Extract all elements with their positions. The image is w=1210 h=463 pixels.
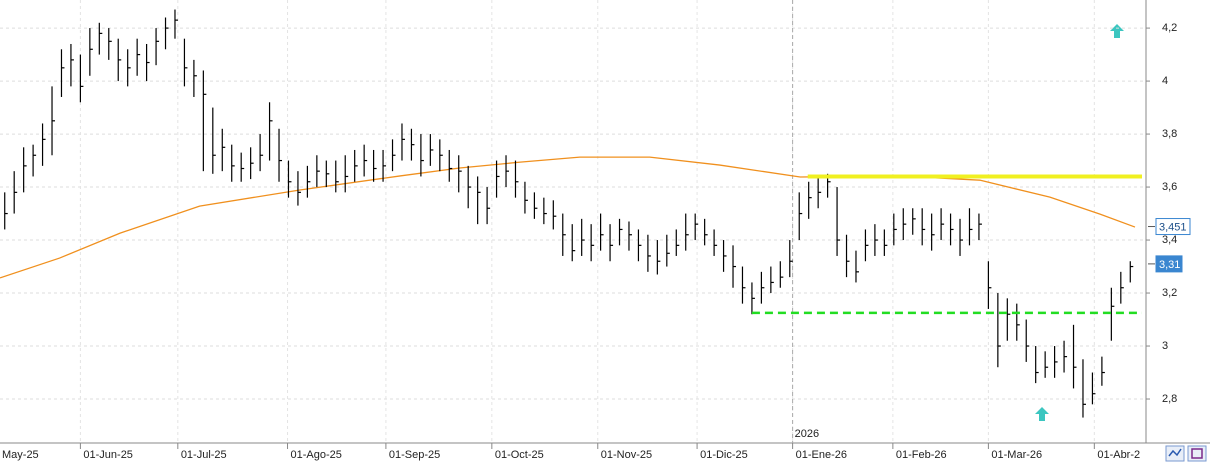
price-tag: [1155, 255, 1183, 273]
y-tick-label: 4,2: [1162, 22, 1177, 34]
price-tag: [1155, 218, 1191, 236]
y-tick-label: 3,8: [1162, 128, 1177, 140]
x-tick-label: 01-Abr-2: [1097, 449, 1140, 461]
x-tick-label: 01-Feb-26: [896, 449, 947, 461]
zoom-icon: [1168, 448, 1182, 457]
x-tick-label: 01-Nov-25: [601, 449, 652, 461]
x-tick-label: 01-Jul-25: [181, 449, 227, 461]
year-label: 2026: [795, 428, 819, 440]
arrow-up-icon: [1110, 24, 1124, 38]
y-tick-label: 3,2: [1162, 287, 1177, 299]
save-icon: [1191, 448, 1203, 459]
moving-average: [0, 156, 1136, 279]
x-tick-label: 01-Mar-26: [991, 449, 1042, 461]
arrow-up-icon: [1035, 407, 1049, 421]
x-tick-label: 01-Ene-26: [796, 449, 847, 461]
x-tick-label: May-25: [2, 449, 39, 461]
y-tick-label: 2,8: [1162, 393, 1177, 405]
x-tick-label: 01-Sep-25: [389, 449, 440, 461]
x-tick-label: 01-Jun-25: [83, 449, 133, 461]
x-tick-label: 01-Oct-25: [495, 449, 544, 461]
x-tick-label: 01-Ago-25: [291, 449, 342, 461]
y-tick-label: 3,6: [1162, 181, 1177, 193]
price-tag-label: 3,451: [1159, 221, 1187, 233]
y-tick-label: 4: [1162, 75, 1168, 87]
y-tick-label: 3: [1162, 340, 1168, 352]
x-tick-label: 01-Dic-25: [700, 449, 748, 461]
y-tick-label: 3,4: [1162, 234, 1177, 246]
price-tag-label: 3,31: [1159, 259, 1180, 271]
